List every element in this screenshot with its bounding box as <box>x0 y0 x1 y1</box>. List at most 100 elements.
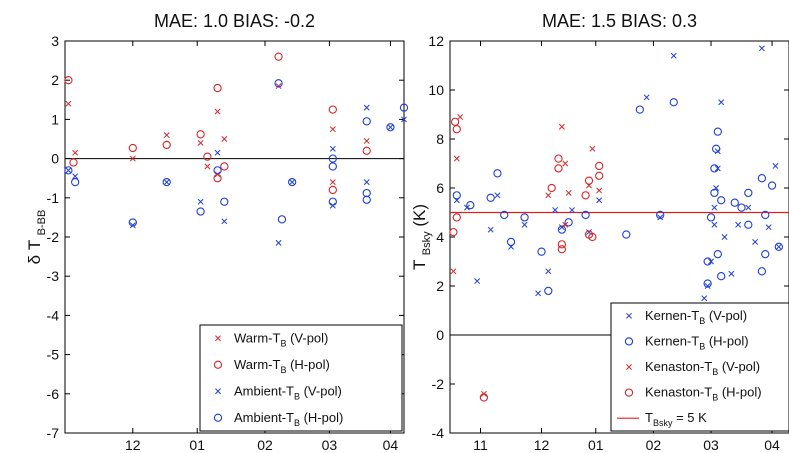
data-point-circle <box>537 247 546 256</box>
x-tick-label: 01 <box>588 437 604 453</box>
data-point-circle <box>622 230 631 239</box>
legend-item: Kernen-TB (V-pol) <box>626 308 747 326</box>
data-point-cross <box>711 204 718 211</box>
legend-marker <box>213 413 223 422</box>
legend-marker <box>626 312 632 319</box>
x-tick-label: 01 <box>189 437 205 453</box>
data-point-cross <box>558 123 565 130</box>
x-tick-label: 02 <box>257 437 273 453</box>
data-point-circle <box>717 196 726 205</box>
data-point-circle <box>328 185 337 195</box>
legend-marker <box>215 388 221 395</box>
y-axis-label-main: T <box>410 255 429 270</box>
legend-box <box>610 302 789 432</box>
series-4 <box>449 117 604 402</box>
data-point-circle <box>64 166 73 175</box>
legend-label-main: Kernen-T <box>645 308 699 323</box>
x-tick-label: 12 <box>125 437 141 453</box>
y-tick-label: -7 <box>47 425 60 441</box>
legend-item: Ambient-TB (V-pol) <box>215 383 342 401</box>
legend-label-tail: (H-pol) <box>300 410 343 425</box>
y-tick-label: 2 <box>436 278 444 294</box>
data-point-cross <box>589 145 596 152</box>
y-axis-label-subscript: B-BB <box>36 210 48 236</box>
data-point-cross <box>214 149 221 156</box>
data-point-circle <box>595 171 604 180</box>
data-point-cross <box>562 160 569 167</box>
data-point-circle <box>196 130 205 139</box>
y-tick-label: -3 <box>47 268 60 284</box>
data-point-cross <box>494 192 501 199</box>
data-point-circle <box>710 164 719 173</box>
legend-label-tail: (V-pol) <box>705 308 747 323</box>
data-point-circle <box>588 232 597 242</box>
data-point-cross <box>450 268 457 275</box>
chart-panel-1: MAE: 1.0 BIAS: -0.2 3 2 1 0 -1 -2 -3 -4 -5 -6 -7 12 0… <box>25 11 409 453</box>
legend-label: Kenaston-TB (H-pol) <box>645 385 762 403</box>
data-point-circle <box>506 237 516 247</box>
legend-label-subscript: B <box>712 367 718 377</box>
data-point-circle <box>713 127 722 136</box>
legend-label: Warm-TB (H-pol) <box>234 357 330 375</box>
legend-label: Ambient-TB (H-pol) <box>234 410 343 428</box>
x-tick-label: 04 <box>764 437 780 453</box>
data-point-circle <box>274 79 283 88</box>
data-point-cross <box>772 162 779 169</box>
data-point-circle <box>706 213 716 222</box>
y-tick-label: -4 <box>47 307 60 323</box>
data-point-cross <box>457 113 464 120</box>
data-point-circle <box>128 218 137 227</box>
data-point-circle <box>213 166 222 175</box>
series-1 <box>65 83 370 186</box>
data-point-circle <box>711 144 721 153</box>
legend-label-subscript: B <box>280 338 286 348</box>
data-point-circle <box>162 177 171 187</box>
data-point-circle <box>584 176 594 185</box>
y-tick-label: -2 <box>47 229 60 245</box>
data-point-cross <box>474 278 481 285</box>
legend: Warm-TB (V-pol)Warm-TB (H-pol)Ambient-TB… <box>199 324 403 432</box>
legend-item: Ambient-TB (H-pol) <box>213 410 343 428</box>
data-point-circle <box>767 181 777 190</box>
data-point-circle <box>220 162 229 171</box>
data-point-cross <box>711 221 718 228</box>
legend-marker <box>626 364 632 370</box>
data-point-cross <box>704 283 711 289</box>
data-point-circle <box>328 154 337 163</box>
legend-marker <box>624 388 634 397</box>
data-point-circle <box>213 174 222 183</box>
data-point-circle <box>744 220 753 229</box>
data-point-cross <box>701 295 708 302</box>
data-point-circle <box>452 125 461 134</box>
legend-marker <box>215 335 221 342</box>
data-point-circle <box>450 117 460 126</box>
y-tick-label: 4 <box>436 229 444 245</box>
data-point-cross <box>463 204 470 211</box>
data-point-cross <box>545 192 552 199</box>
data-point-cross <box>363 179 370 186</box>
data-point-cross <box>521 221 528 228</box>
data-point-circle <box>554 164 563 173</box>
data-point-circle <box>669 98 678 107</box>
legend-marker <box>213 360 223 369</box>
data-point-cross <box>401 116 407 123</box>
data-point-circle <box>277 215 287 224</box>
data-point-cross <box>558 224 565 231</box>
legend-label-tail: (V-pol) <box>300 383 342 398</box>
data-point-cross <box>387 124 394 131</box>
y-tick-label: -5 <box>47 347 60 363</box>
data-point-cross <box>545 268 552 275</box>
legend-label-subscript: B <box>712 393 718 403</box>
legend-label-tail: (V-pol) <box>286 330 328 345</box>
legend-label-subscript: Bsky <box>653 418 673 428</box>
data-point-cross <box>596 187 603 194</box>
y-tick-label: -4 <box>432 425 445 441</box>
data-point-cross <box>718 99 725 106</box>
y-tick-label: 2 <box>51 72 59 88</box>
y-tick-label: 3 <box>51 33 59 49</box>
series-2 <box>452 98 783 296</box>
legend-label-tail: (H-pol) <box>718 385 761 400</box>
data-point-cross <box>197 139 204 146</box>
data-point-circle <box>757 267 767 276</box>
